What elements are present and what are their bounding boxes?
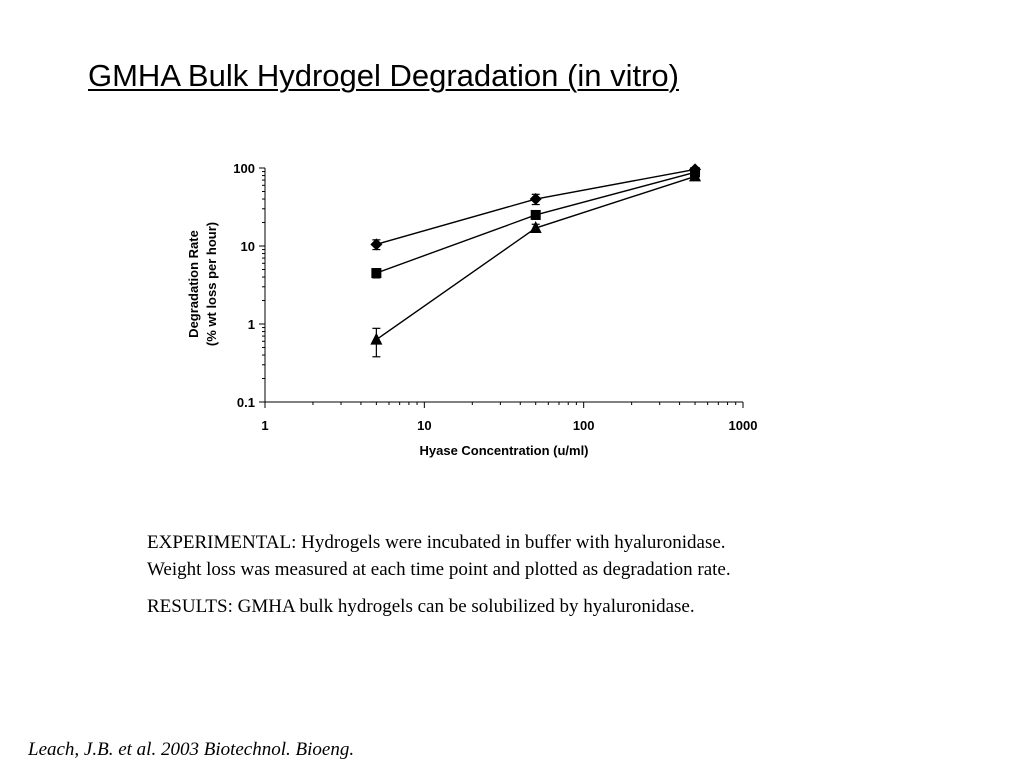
y-axis-title-line2: (% wt loss per hour)	[204, 222, 219, 346]
x-axis-title: Hyase Concentration (u/ml)	[419, 443, 588, 458]
degradation-chart: 1 10 100 1000 0.1 1 10 100 Hyase Concentration …	[186, 161, 757, 458]
series-diamond	[370, 163, 702, 251]
diamond-marker	[529, 193, 542, 206]
series-triangle	[370, 169, 702, 358]
x-tick-label: 1	[261, 418, 268, 433]
square-marker	[371, 268, 382, 279]
y-axis-title-line1: Degradation Rate	[186, 230, 201, 338]
triangle-marker	[529, 221, 542, 234]
chart-marks	[370, 163, 702, 358]
results-text: RESULTS: GMHA bulk hydrogels can be solu…	[147, 596, 695, 617]
square-marker	[530, 209, 541, 220]
x-tick-label: 10	[417, 418, 431, 433]
description-block: EXPERIMENTAL: Hydrogels were incubated i…	[147, 529, 907, 620]
chart-axes: 1 10 100 1000 0.1 1 10 100	[233, 161, 757, 433]
x-tick-label: 100	[573, 418, 595, 433]
citation: Leach, J.B. et al. 2003 Biotechnol. Bioe…	[28, 739, 355, 760]
experimental-text: EXPERIMENTAL: Hydrogels were incubated i…	[147, 532, 726, 553]
y-tick-label: 0.1	[237, 395, 255, 410]
diamond-marker	[370, 238, 383, 251]
triangle-marker	[689, 169, 702, 182]
y-tick-label: 100	[233, 161, 255, 176]
y-tick-label: 10	[241, 239, 255, 254]
slide-title: GMHA Bulk Hydrogel Degradation (in vitro…	[88, 58, 679, 93]
series-line-diamond	[376, 168, 696, 246]
y-tick-label: 1	[248, 317, 255, 332]
experimental-text-line2: Weight loss was measured at each time po…	[147, 559, 731, 580]
x-tick-label: 1000	[729, 418, 758, 433]
triangle-marker	[370, 332, 383, 345]
